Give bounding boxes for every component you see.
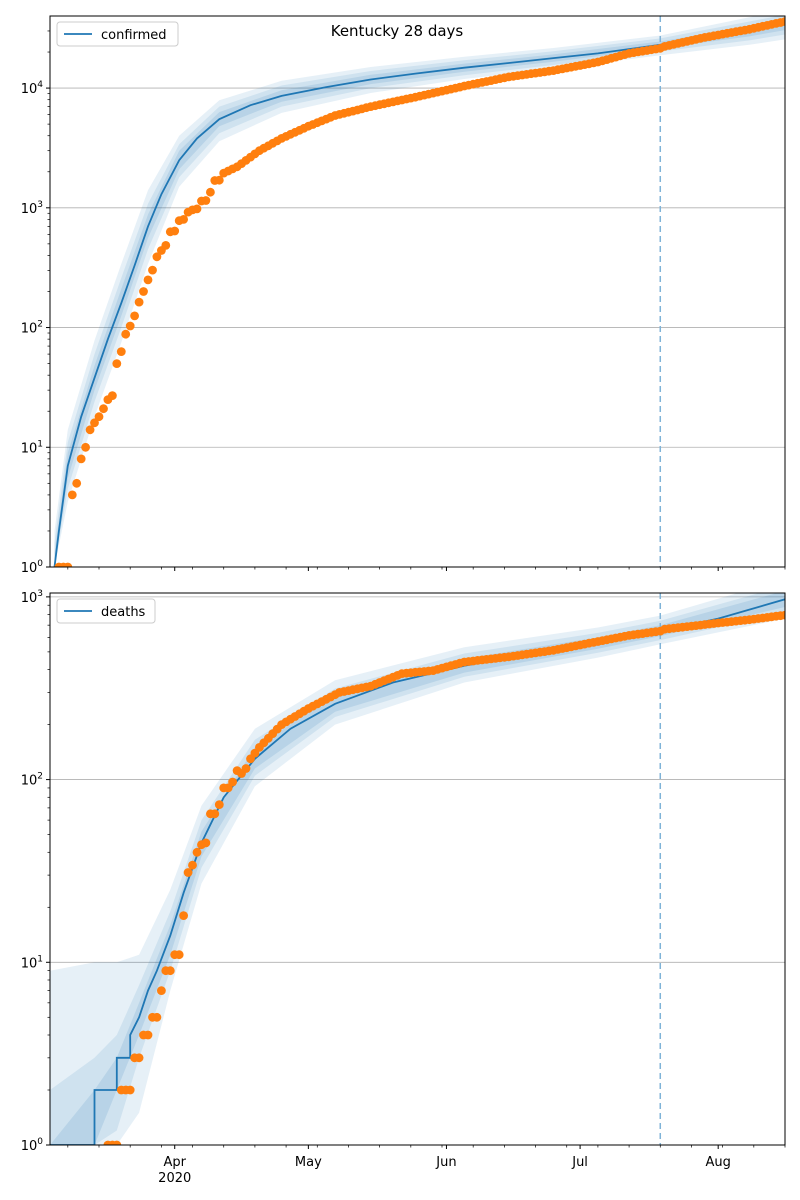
y-tick-base: 10	[21, 441, 38, 456]
observed-point	[152, 252, 162, 262]
y-tick-exponent: 2	[37, 320, 43, 330]
observed-point	[143, 275, 153, 285]
x-tick-label: Apr	[163, 1155, 186, 1170]
y-tick-base: 10	[21, 1139, 38, 1154]
observed-point	[67, 490, 77, 500]
observed-point	[143, 1030, 153, 1040]
y-tick-base: 10	[21, 956, 38, 971]
observed-point	[188, 860, 197, 870]
observed-point	[112, 1140, 122, 1145]
observed-point	[201, 196, 211, 205]
observed-point	[228, 777, 238, 787]
x-axis: Apr May Jun Jul Aug 2020	[158, 1155, 731, 1186]
y-tick-exponent: 3	[37, 200, 43, 210]
y-tick-label: 101	[21, 439, 43, 456]
y-tick-exponent: 3	[37, 589, 43, 599]
observed-point	[125, 1085, 135, 1095]
observed-point	[157, 986, 166, 995]
observed-point	[90, 418, 99, 428]
y-tick-label: 104	[21, 80, 44, 97]
observed-point	[170, 226, 180, 236]
y-tick-base: 10	[21, 202, 38, 217]
x-tick-label: Aug	[705, 1155, 730, 1170]
y-tick-exponent: 0	[37, 1137, 43, 1147]
axes-frame	[49, 592, 786, 1146]
y-tick-exponent: 4	[37, 80, 43, 90]
legend-box	[56, 598, 156, 624]
y-tick-label: 100	[21, 559, 44, 576]
y-tick-base: 10	[21, 82, 38, 97]
y-tick-label: 103	[21, 589, 43, 606]
observed-point	[134, 297, 144, 307]
legend: confirmed	[56, 21, 179, 47]
y-tick-exponent: 1	[37, 954, 43, 964]
uncertainty-band-inner	[50, 593, 785, 1145]
observed-point	[210, 809, 220, 819]
y-tick-base: 10	[21, 774, 38, 789]
observed-point	[174, 950, 184, 960]
model-line	[53, 23, 785, 567]
observed-forecast-point	[780, 17, 785, 26]
observed-point	[214, 175, 224, 185]
observed-point	[192, 847, 202, 857]
observed-point	[148, 265, 157, 275]
y-tick-label: 103	[21, 200, 43, 217]
y-tick-exponent: 2	[37, 772, 43, 782]
observed-point	[85, 425, 95, 435]
x-year-label: 2020	[158, 1171, 191, 1186]
y-tick-label: 102	[21, 772, 43, 789]
observed-point	[130, 311, 140, 321]
observed-point	[161, 241, 171, 250]
y-tick-exponent: 1	[37, 439, 43, 449]
observed-point	[139, 287, 148, 296]
y-tick-exponent: 0	[37, 559, 43, 569]
observed-point	[108, 391, 117, 400]
observed-point	[121, 329, 131, 339]
plot-area	[50, 593, 785, 1145]
observed-point	[192, 204, 202, 214]
observed-point	[72, 478, 82, 488]
observed-point	[94, 412, 104, 422]
observed-point	[125, 321, 135, 331]
chart-title: Kentucky 28 days	[331, 22, 464, 40]
observed-point	[183, 868, 193, 877]
observed-point	[81, 442, 90, 452]
observed-point	[112, 359, 122, 368]
y-tick-base: 10	[21, 591, 38, 606]
observed-point	[179, 911, 189, 920]
observed-point	[214, 800, 224, 809]
observed-point	[201, 838, 211, 848]
observed-point	[99, 404, 108, 414]
x-tick-label: May	[295, 1155, 322, 1170]
y-tick-label: 102	[21, 320, 43, 337]
observed-forecast-point	[780, 610, 785, 620]
observed-point	[116, 347, 126, 356]
observed-point	[63, 562, 73, 567]
legend-box	[56, 21, 179, 47]
observed-point	[179, 215, 189, 224]
legend: deaths	[56, 598, 156, 624]
x-tick-label: Jul	[571, 1155, 588, 1170]
plot-area	[50, 16, 785, 567]
y-tick-label: 100	[21, 1137, 44, 1154]
observed-point	[134, 1053, 144, 1063]
y-tick-base: 10	[21, 561, 38, 576]
observed-point	[241, 764, 251, 773]
legend-label: confirmed	[101, 28, 167, 43]
observed-point	[152, 1012, 162, 1022]
observed-point	[76, 454, 86, 464]
legend-label: deaths	[101, 605, 146, 620]
observed-point	[165, 966, 175, 976]
observed-point	[206, 187, 215, 197]
y-tick-base: 10	[21, 322, 38, 337]
y-tick-label: 101	[21, 954, 43, 971]
x-tick-label: Jun	[435, 1155, 456, 1170]
